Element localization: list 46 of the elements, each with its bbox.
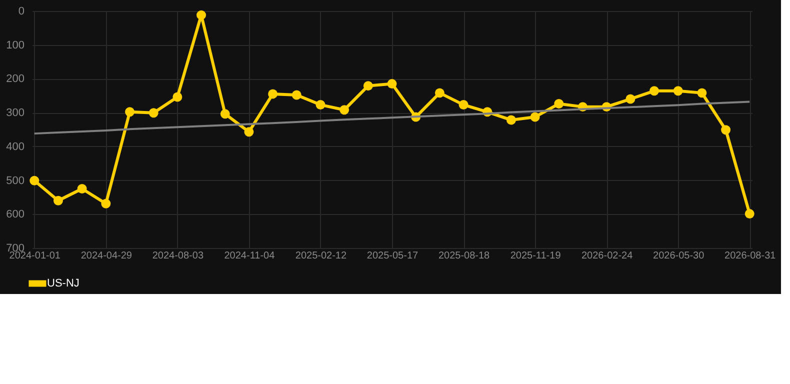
x-tick-label: 2024-08-03 (152, 250, 204, 262)
x-tick-label: 2026-05-30 (653, 250, 705, 262)
point (434, 88, 444, 98)
point (101, 198, 111, 208)
point (387, 79, 397, 89)
y-tick-label: 200 (6, 73, 24, 86)
point (30, 176, 40, 186)
x-tick-label: 2024-11-04 (224, 250, 276, 262)
point (268, 89, 278, 99)
point (53, 196, 63, 206)
y-tick-label: 0 (18, 6, 24, 18)
point (316, 100, 326, 110)
legend-label: US-NJ (47, 278, 80, 290)
x-tick-label: 2025-02-12 (295, 250, 347, 262)
point (148, 108, 158, 118)
point (673, 86, 683, 96)
point (744, 209, 754, 219)
point (172, 92, 182, 102)
y-tick-label: 500 (6, 174, 24, 187)
y-tick-label: 300 (6, 107, 24, 120)
line-series (33, 100, 751, 135)
point (196, 10, 206, 20)
point (340, 105, 350, 115)
point (626, 94, 636, 104)
x-tick-label: 2025-05-17 (366, 250, 419, 262)
x-tick-label: 2026-08-31 (724, 250, 776, 262)
point (292, 90, 302, 100)
point (697, 88, 707, 98)
point (244, 127, 254, 137)
point (721, 125, 731, 135)
point (650, 86, 659, 96)
point (363, 81, 373, 91)
x-tick-label: 2024-04-29 (80, 250, 132, 262)
x-tick-label: 2025-11-19 (510, 250, 562, 262)
point (220, 109, 230, 119)
y-tick-label: 100 (6, 39, 24, 52)
point (506, 115, 516, 125)
point (77, 184, 87, 194)
point (554, 99, 564, 108)
y-tick-label: 600 (6, 208, 24, 221)
x-tick-label: 2026-02-24 (581, 250, 634, 262)
point (458, 100, 468, 110)
x-tick-label: 2025-08-18 (438, 250, 490, 262)
point (530, 112, 540, 122)
point (125, 107, 134, 117)
y-tick-label: 400 (6, 140, 24, 153)
